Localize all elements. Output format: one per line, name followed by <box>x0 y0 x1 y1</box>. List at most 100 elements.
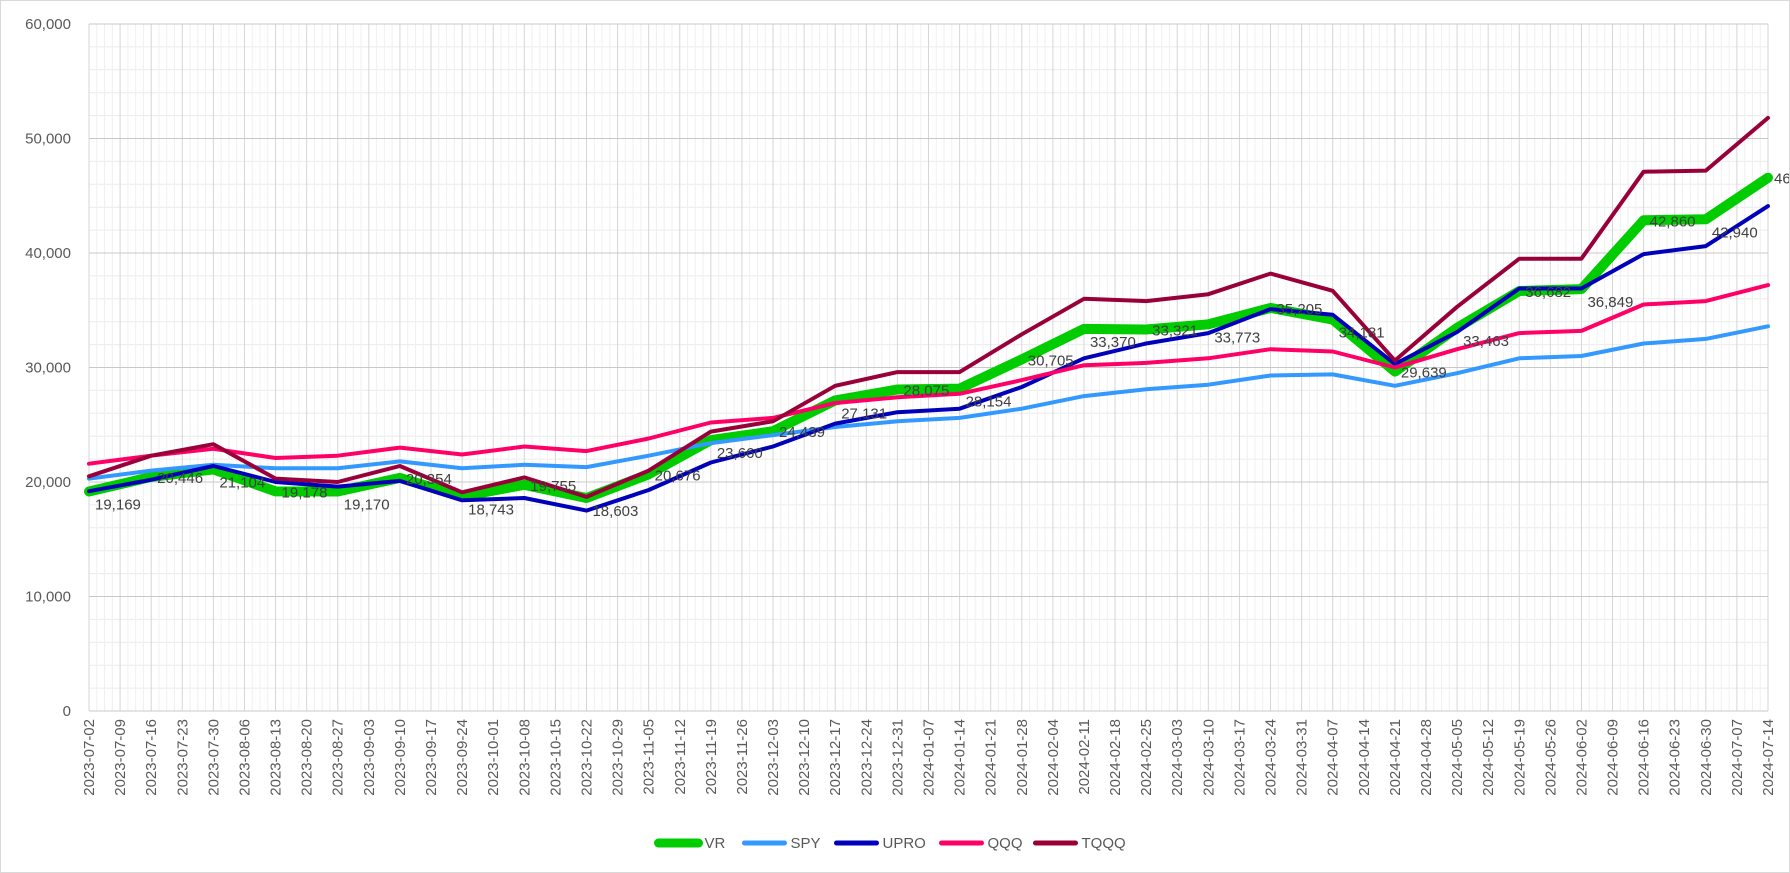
x-tick-label: 2023-08-20 <box>299 719 316 796</box>
y-tick-label: 40,000 <box>25 245 71 262</box>
x-tick-label: 2024-05-26 <box>1542 719 1559 796</box>
x-axis-ticks: 2023-07-02 2023-07-09 2023-07-16 2023-07-23… <box>81 719 1777 796</box>
data-label: 33,321 <box>1152 322 1198 339</box>
data-label: 24,439 <box>779 424 825 441</box>
x-tick-label: 2023-08-13 <box>268 719 285 796</box>
data-label: 33,463 <box>1463 333 1509 350</box>
x-tick-label: 2024-03-03 <box>1169 719 1186 796</box>
x-tick-label: 2024-03-17 <box>1231 719 1248 796</box>
x-tick-label: 2023-12-03 <box>765 719 782 796</box>
x-tick-label: 2023-11-26 <box>734 719 751 795</box>
series-line-spy <box>87 324 1770 481</box>
data-label: 20,354 <box>406 471 452 488</box>
y-tick-label: 50,000 <box>25 131 71 148</box>
x-tick-label: 2023-11-12 <box>672 719 689 795</box>
x-tick-label: 2024-03-24 <box>1263 719 1280 796</box>
data-label: 35,205 <box>1277 301 1323 318</box>
data-labels: 19,169 20,446 21,104 19,178 19,170 20,354 18,7… <box>95 171 1789 520</box>
series-line-qqq <box>87 283 1770 466</box>
y-tick-label: 60,000 <box>25 16 71 33</box>
x-tick-label: 2024-04-21 <box>1387 719 1404 796</box>
x-tick-label: 2023-10-15 <box>547 719 564 796</box>
x-tick-label: 2024-01-21 <box>983 719 1000 796</box>
x-tick-label: 2023-07-02 <box>81 719 98 796</box>
x-tick-label: 2023-07-30 <box>205 719 222 796</box>
legend-item-spy: SPY <box>742 835 821 852</box>
x-tick-label: 2024-05-19 <box>1511 719 1528 796</box>
x-tick-label: 2023-10-22 <box>578 719 595 796</box>
x-tick-label: 2024-04-07 <box>1325 719 1342 796</box>
x-tick-label: 2023-08-27 <box>330 719 347 796</box>
x-tick-label: 2023-12-31 <box>889 719 906 796</box>
data-label: 20,446 <box>157 470 203 487</box>
y-tick-label: 30,000 <box>25 360 71 377</box>
data-label: 36,682 <box>1525 284 1571 301</box>
x-tick-label: 2023-09-24 <box>454 719 471 796</box>
x-tick-label: 2024-04-14 <box>1356 719 1373 796</box>
x-tick-label: 2023-10-08 <box>516 719 533 796</box>
data-label: 30,705 <box>1028 352 1074 369</box>
x-tick-label: 2023-09-10 <box>392 719 409 796</box>
x-tick-label: 2023-11-05 <box>641 719 658 795</box>
legend-label: SPY <box>791 835 821 852</box>
x-tick-label: 2024-02-11 <box>1076 719 1093 795</box>
legend-label: QQQ <box>988 835 1023 852</box>
data-label: 18,603 <box>592 503 638 520</box>
legend-item-upro: UPRO <box>834 835 926 852</box>
x-tick-label: 2023-09-17 <box>423 719 440 796</box>
x-tick-label: 2023-07-09 <box>112 719 129 796</box>
x-tick-label: 2023-08-06 <box>236 719 253 796</box>
x-tick-label: 2023-12-17 <box>827 719 844 796</box>
data-label: 36,849 <box>1587 294 1633 311</box>
legend-item-vr: VR <box>654 835 726 852</box>
data-label: 28,154 <box>966 394 1012 411</box>
x-tick-label: 2024-03-31 <box>1294 719 1311 796</box>
series-lines <box>84 115 1773 513</box>
x-tick-label: 2024-04-28 <box>1418 719 1435 796</box>
legend-label: UPRO <box>883 835 926 852</box>
x-tick-label: 2024-07-07 <box>1729 719 1746 796</box>
series-line-tqqq <box>87 115 1770 499</box>
data-label: 18,743 <box>468 501 514 518</box>
x-tick-label: 2023-11-19 <box>703 719 720 795</box>
y-tick-label: 0 <box>63 703 71 720</box>
data-label: 42,860 <box>1650 213 1696 230</box>
legend-item-tqqq: TQQQ <box>1033 835 1126 852</box>
x-tick-label: 2023-12-10 <box>796 719 813 796</box>
data-label: 23,660 <box>717 445 763 462</box>
x-tick-label: 2023-09-03 <box>361 719 378 796</box>
data-label: 21,104 <box>219 474 265 491</box>
x-tick-label: 2023-07-23 <box>174 719 191 796</box>
data-label: 19,178 <box>282 484 328 501</box>
legend-label: VR <box>705 835 726 852</box>
data-label: 33,773 <box>1214 329 1260 346</box>
x-tick-label: 2023-07-16 <box>143 719 160 796</box>
x-tick-label: 2024-02-04 <box>1045 719 1062 796</box>
x-tick-label: 2024-06-09 <box>1605 719 1622 796</box>
data-label: 19,755 <box>530 478 576 495</box>
y-axis-ticks: 0 10,000 20,000 30,000 40,000 50,000 60,000 <box>25 16 71 720</box>
x-tick-label: 2024-01-14 <box>952 719 969 796</box>
data-label: 34,181 <box>1339 325 1385 342</box>
x-tick-label: 2023-10-29 <box>610 719 627 796</box>
data-label: 19,169 <box>95 497 141 514</box>
y-tick-label: 10,000 <box>25 589 71 606</box>
x-tick-label: 2024-02-18 <box>1107 719 1124 796</box>
x-tick-label: 2024-07-14 <box>1760 719 1777 796</box>
legend: VR SPY UPRO QQQ TQQQ <box>654 835 1126 852</box>
x-tick-label: 2024-03-10 <box>1200 719 1217 796</box>
data-label: 46,574 <box>1774 171 1789 188</box>
x-tick-label: 2024-06-02 <box>1573 719 1590 796</box>
x-tick-label: 2024-02-25 <box>1138 719 1155 796</box>
x-tick-label: 2024-01-28 <box>1014 719 1031 796</box>
data-label: 29,639 <box>1401 365 1447 382</box>
data-label: 20,676 <box>655 467 701 484</box>
x-tick-label: 2023-10-01 <box>485 719 502 796</box>
data-label: 19,170 <box>344 497 390 514</box>
data-label: 42,940 <box>1712 224 1758 241</box>
series-line-upro <box>87 204 1770 513</box>
data-label: 28,075 <box>903 383 949 400</box>
data-label: 33,370 <box>1090 334 1136 351</box>
legend-label: TQQQ <box>1082 835 1126 852</box>
